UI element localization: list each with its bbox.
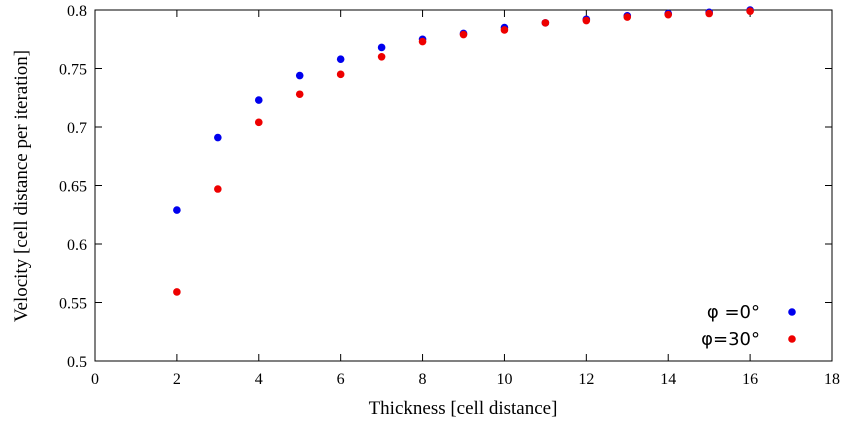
x-axis-ticks: 0 2 4 6 8 10 12 14 16 18 xyxy=(91,10,840,388)
y-tick-label: 0.5 xyxy=(67,354,87,371)
y-tick-label: 0.65 xyxy=(59,179,87,196)
x-tick-label: 12 xyxy=(578,371,594,388)
x-tick-label: 14 xyxy=(660,371,676,388)
legend: φ =0° φ=30° xyxy=(701,302,796,350)
x-axis-label: Thickness [cell distance] xyxy=(369,398,558,419)
y-tick-label: 0.55 xyxy=(59,296,87,313)
data-point-series-1 xyxy=(664,10,673,19)
data-point-series-1 xyxy=(623,13,632,21)
data-points xyxy=(173,6,754,296)
y-axis-ticks: 0.5 0.55 0.6 0.65 0.7 0.75 0.8 xyxy=(59,3,832,371)
y-tick-label: 0.75 xyxy=(59,62,87,79)
data-point-series-1 xyxy=(295,90,304,99)
legend-label-series-1: φ=30° xyxy=(701,329,760,350)
x-tick-label: 6 xyxy=(337,371,345,388)
data-point-series-0 xyxy=(214,133,222,142)
data-point-series-1 xyxy=(500,26,509,34)
x-tick-label: 0 xyxy=(91,371,99,388)
data-point-series-1 xyxy=(173,288,181,296)
data-point-series-0 xyxy=(254,96,263,104)
data-point-series-0 xyxy=(295,71,304,80)
data-point-series-1 xyxy=(336,70,345,79)
data-point-series-1 xyxy=(418,37,427,46)
y-tick-label: 0.8 xyxy=(67,3,87,20)
data-point-series-1 xyxy=(377,53,386,61)
y-tick-label: 0.7 xyxy=(67,120,87,137)
x-tick-label: 8 xyxy=(419,371,427,388)
y-axis-label: Velocity [cell distance per iteration] xyxy=(11,50,32,322)
legend-label-series-0: φ =0° xyxy=(707,302,760,323)
legend-marker-series-1 xyxy=(788,335,796,343)
data-point-series-1 xyxy=(541,19,550,27)
legend-marker-series-0 xyxy=(788,308,796,316)
data-point-series-0 xyxy=(173,206,181,214)
x-tick-label: 2 xyxy=(173,371,181,388)
data-point-series-1 xyxy=(746,7,754,15)
x-tick-label: 4 xyxy=(255,371,263,388)
y-tick-label: 0.6 xyxy=(67,237,87,254)
data-point-series-0 xyxy=(377,43,386,52)
x-tick-label: 10 xyxy=(496,371,512,388)
data-point-series-1 xyxy=(214,185,222,193)
data-point-series-1 xyxy=(254,118,263,127)
data-point-series-1 xyxy=(705,9,713,18)
data-point-series-1 xyxy=(459,30,468,39)
data-point-series-0 xyxy=(336,55,345,63)
data-point-series-1 xyxy=(582,16,591,25)
x-tick-label: 18 xyxy=(824,371,840,388)
x-tick-label: 16 xyxy=(742,371,758,388)
